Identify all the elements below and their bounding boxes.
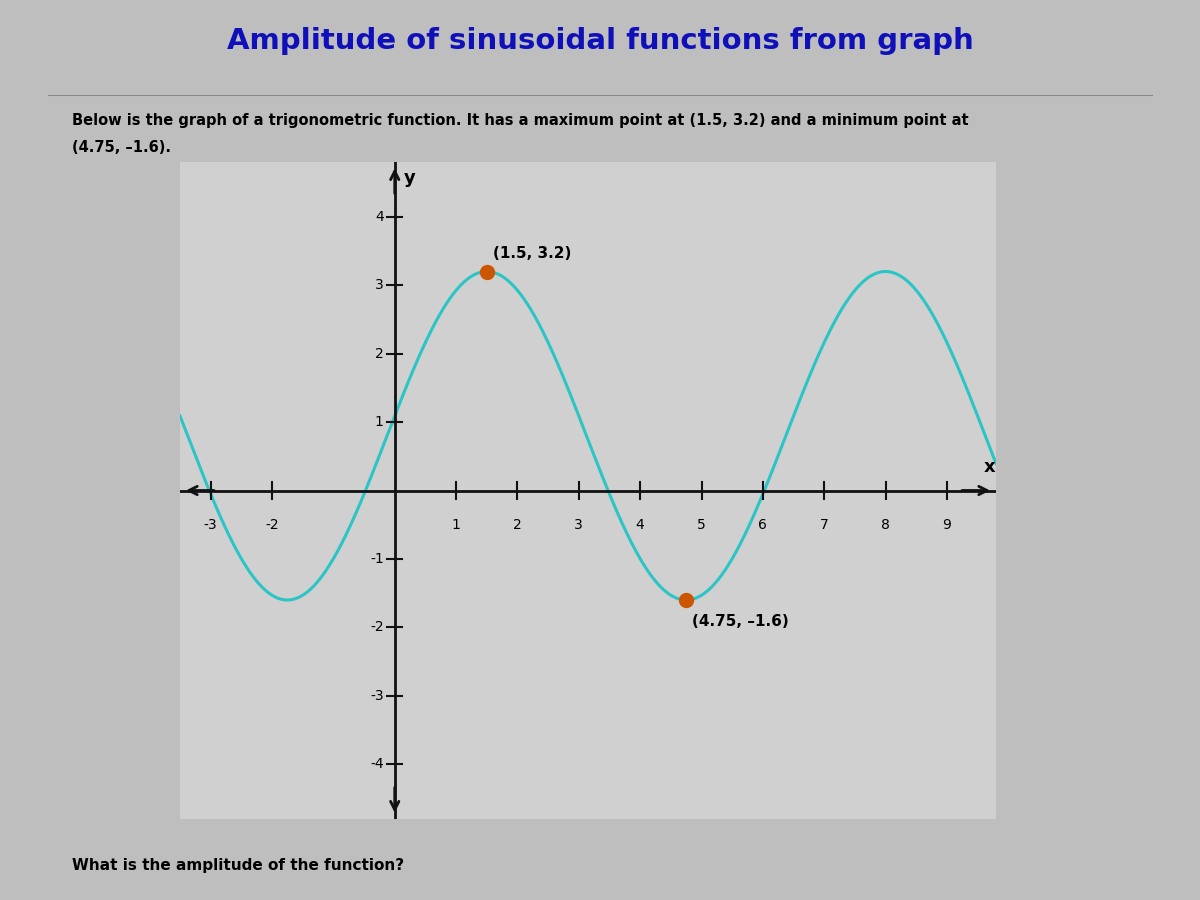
Text: 6: 6: [758, 518, 767, 532]
Text: -4: -4: [370, 757, 384, 771]
Text: 9: 9: [942, 518, 952, 532]
Text: 7: 7: [820, 518, 828, 532]
Text: y: y: [404, 169, 416, 187]
Text: 2: 2: [374, 346, 384, 361]
Text: Amplitude of sinusoidal functions from graph: Amplitude of sinusoidal functions from g…: [227, 27, 973, 55]
Text: (4.75, –1.6).: (4.75, –1.6).: [72, 140, 172, 155]
Text: -3: -3: [370, 688, 384, 703]
Text: 3: 3: [575, 518, 583, 532]
Text: What is the amplitude of the function?: What is the amplitude of the function?: [72, 858, 404, 873]
Text: 2: 2: [514, 518, 522, 532]
Text: Below is the graph of a trigonometric function. It has a maximum point at (1.5, : Below is the graph of a trigonometric fu…: [72, 112, 968, 128]
Text: -3: -3: [204, 518, 217, 532]
Text: 1: 1: [451, 518, 461, 532]
Text: x: x: [984, 457, 995, 475]
Text: 5: 5: [697, 518, 706, 532]
Text: -1: -1: [370, 552, 384, 566]
Text: (4.75, –1.6): (4.75, –1.6): [692, 614, 790, 629]
Text: -2: -2: [265, 518, 278, 532]
Text: 1: 1: [374, 415, 384, 429]
Text: 8: 8: [881, 518, 890, 532]
Text: (1.5, 3.2): (1.5, 3.2): [493, 247, 571, 261]
Text: -2: -2: [370, 620, 384, 634]
Text: 3: 3: [374, 278, 384, 293]
Text: 4: 4: [374, 210, 384, 224]
Text: 4: 4: [636, 518, 644, 532]
